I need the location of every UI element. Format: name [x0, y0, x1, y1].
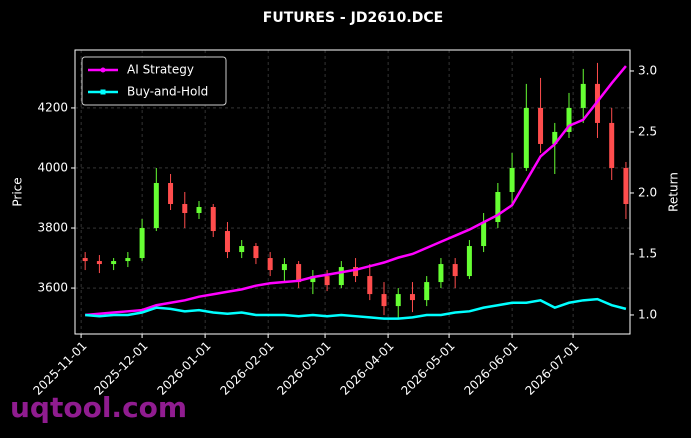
y2-tick-label: 3.0 [638, 63, 657, 77]
y2-tick-label: 2.0 [638, 185, 657, 199]
y2-tick-label: 1.0 [638, 307, 657, 321]
candle-body [523, 107, 529, 168]
y-tick-label: 3600 [37, 281, 68, 295]
return-line [85, 297, 627, 320]
candle-body [538, 107, 544, 144]
y-tick-label: 4200 [37, 100, 68, 114]
candle-body [82, 258, 88, 262]
candle-body [424, 282, 430, 301]
candle-body [96, 261, 102, 265]
candle-body [168, 182, 174, 205]
watermark: uqtool.com [10, 391, 187, 424]
candle-body [509, 167, 515, 192]
candle-body [125, 258, 131, 262]
y2-axis-label: Return [667, 172, 681, 212]
legend-label: Buy-and-Hold [127, 85, 208, 99]
y2-tick-label: 1.5 [638, 246, 657, 260]
candle-body [338, 267, 344, 286]
candle-body [566, 107, 572, 132]
y2-tick-label: 2.5 [638, 124, 657, 138]
candle-body [353, 267, 359, 277]
y-axis-label: Price [11, 177, 25, 206]
y-tick-label: 3800 [37, 221, 68, 235]
candle-body [210, 207, 216, 232]
legend-label: AI Strategy [127, 63, 194, 77]
candle-body [395, 294, 401, 307]
candle-body [580, 83, 586, 108]
y-tick-label: 4000 [37, 160, 68, 174]
candle-body [310, 276, 316, 283]
legend-marker [100, 89, 106, 95]
candle-body [623, 167, 629, 205]
candle-body [153, 182, 159, 229]
candle-body [438, 264, 444, 283]
candle-body [296, 264, 302, 283]
candle-body [609, 122, 615, 168]
candle-body [111, 261, 117, 265]
candle-body [224, 231, 230, 253]
candle-body [267, 258, 273, 271]
candle-body [239, 246, 245, 253]
plot-frame [74, 49, 631, 335]
candle-body [552, 131, 558, 144]
chart-title: FUTURES - JD2610.DCE [263, 10, 443, 26]
candle-body [182, 204, 188, 214]
candle-body [324, 276, 330, 286]
candle-body [253, 246, 259, 259]
legend-marker [100, 67, 106, 73]
candle-body [409, 294, 415, 301]
candle-body [452, 264, 458, 277]
candle-body [367, 276, 373, 295]
candle-body [381, 294, 387, 307]
candle-body [196, 207, 202, 214]
return-line [85, 65, 627, 317]
candle-body [281, 264, 287, 271]
candle-body [466, 246, 472, 277]
candle-body [481, 222, 487, 247]
candle-body [139, 228, 145, 259]
candle-body [495, 192, 501, 223]
